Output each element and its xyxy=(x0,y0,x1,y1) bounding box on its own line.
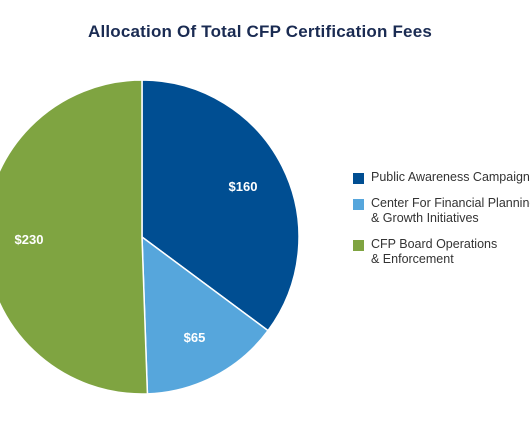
legend-label: CFP Board Operations xyxy=(371,237,498,251)
legend: Public Awareness Campaign Center For Fin… xyxy=(353,170,530,278)
legend-label: Center For Financial Planning xyxy=(371,196,530,210)
chart-title: Allocation Of Total CFP Certification Fe… xyxy=(87,22,433,41)
legend-swatch xyxy=(353,240,364,251)
slice-value-label: $65 xyxy=(184,330,206,345)
pie-slice xyxy=(141,235,270,395)
legend-label: Public Awareness Campaign xyxy=(371,170,530,184)
legend-swatch xyxy=(353,199,364,210)
legend-label: & Growth Initiatives xyxy=(371,211,479,225)
slice-value-label: $160 xyxy=(229,179,258,194)
legend-item-center-financial-planning: Center For Financial Planning & Growth I… xyxy=(353,196,530,226)
slice-value-label: $230 xyxy=(15,232,44,247)
pie-slice xyxy=(141,79,300,332)
legend-item-cfp-board-operations: CFP Board Operations & Enforcement xyxy=(353,237,530,267)
legend-item-public-awareness: Public Awareness Campaign xyxy=(353,170,530,185)
legend-swatch xyxy=(353,173,364,184)
legend-label: & Enforcement xyxy=(371,252,454,266)
pie-slice xyxy=(0,79,149,395)
